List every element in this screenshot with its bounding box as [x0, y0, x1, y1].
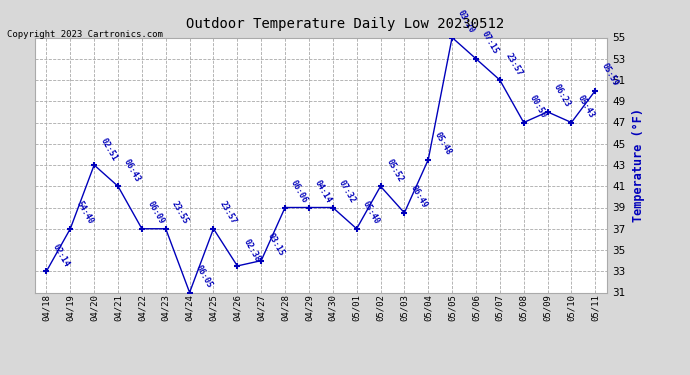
- Text: 23:55: 23:55: [170, 200, 190, 226]
- Text: 06:05: 06:05: [194, 264, 214, 290]
- Text: 05:43: 05:43: [575, 94, 596, 120]
- Text: 03:15: 03:15: [266, 232, 286, 258]
- Text: Copyright 2023 Cartronics.com: Copyright 2023 Cartronics.com: [7, 30, 163, 39]
- Y-axis label: Temperature (°F): Temperature (°F): [632, 108, 645, 222]
- Text: 07:15: 07:15: [480, 30, 500, 56]
- Text: 06:23: 06:23: [552, 83, 572, 109]
- Text: 06:09: 06:09: [146, 200, 166, 226]
- Text: 05:52: 05:52: [384, 158, 405, 183]
- Text: 23:57: 23:57: [504, 51, 524, 77]
- Text: 00:50: 00:50: [528, 94, 548, 120]
- Text: 06:49: 06:49: [408, 184, 428, 210]
- Text: 02:38: 02:38: [241, 237, 262, 263]
- Text: 07:32: 07:32: [337, 178, 357, 205]
- Text: 54:40: 54:40: [75, 200, 95, 226]
- Text: 06:43: 06:43: [122, 158, 142, 183]
- Text: 04:14: 04:14: [313, 178, 333, 205]
- Text: 02:14: 02:14: [50, 242, 71, 268]
- Text: 05:40: 05:40: [361, 200, 381, 226]
- Text: Outdoor Temperature Daily Low 20230512: Outdoor Temperature Daily Low 20230512: [186, 17, 504, 31]
- Text: 06:06: 06:06: [289, 178, 310, 205]
- Text: 23:57: 23:57: [217, 200, 238, 226]
- Text: 05:48: 05:48: [433, 131, 453, 157]
- Text: 03:20: 03:20: [456, 9, 477, 35]
- Text: 02:51: 02:51: [98, 136, 119, 162]
- Text: 05:59: 05:59: [600, 62, 620, 88]
